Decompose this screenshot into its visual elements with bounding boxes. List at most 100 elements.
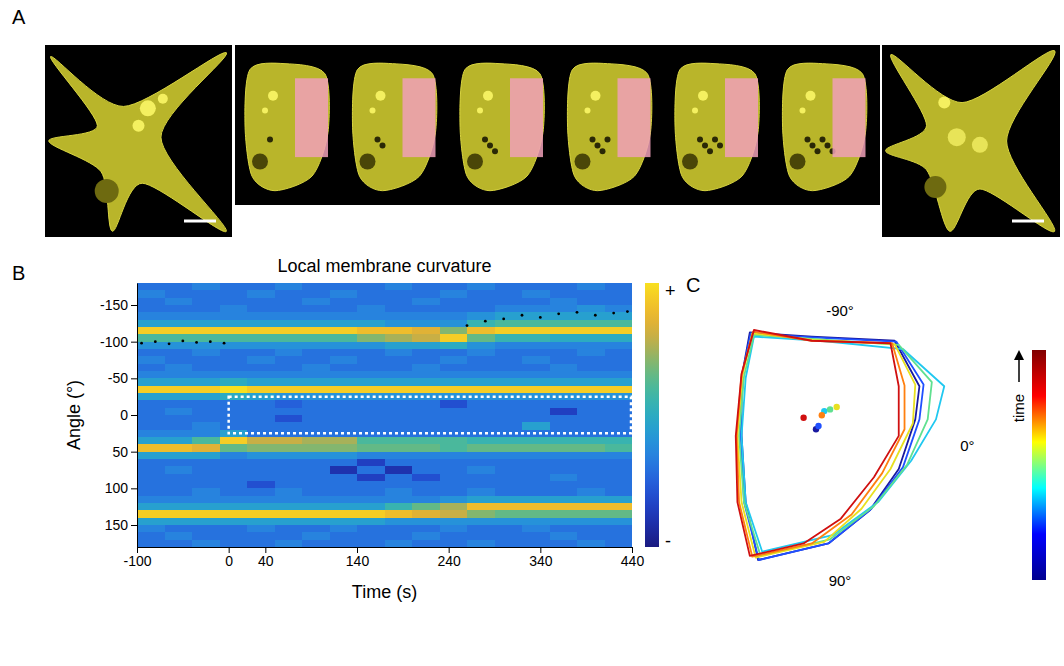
heat-cell (440, 334, 468, 342)
heat-cell (275, 290, 303, 298)
heat-cell (550, 474, 578, 482)
heat-cell (220, 298, 248, 306)
heat-cell (385, 415, 413, 423)
heat-cell (137, 481, 165, 489)
heat-cell (550, 510, 578, 518)
heat-cell (522, 466, 550, 474)
heat-cell (522, 503, 550, 511)
heat-cell (165, 474, 193, 482)
trace-dot (168, 342, 171, 345)
stimulus-region (510, 78, 543, 157)
heat-cell (192, 444, 220, 452)
heat-cell (412, 444, 440, 452)
heat-cell (137, 342, 165, 350)
heat-cell (522, 415, 550, 423)
cell-spot (467, 154, 483, 170)
heat-cell (522, 378, 550, 386)
heat-cell (192, 503, 220, 511)
heat-cell (440, 466, 468, 474)
heat-cell (550, 378, 578, 386)
heat-cell (330, 364, 358, 372)
heat-cell (330, 437, 358, 445)
cell-spot (95, 179, 119, 203)
heat-cell (440, 371, 468, 379)
heat-cell (192, 496, 220, 504)
heat-cell (550, 371, 578, 379)
heat-cell (192, 532, 220, 540)
centroid (815, 423, 821, 429)
heat-cell (440, 422, 468, 430)
heat-cell (550, 422, 578, 430)
heat-cell (137, 378, 165, 386)
heat-cell (550, 444, 578, 452)
heat-cell (412, 540, 440, 547)
x-tick: 0 (225, 547, 233, 569)
heat-cell (302, 408, 330, 416)
heat-cell (577, 466, 605, 474)
heat-cell (385, 378, 413, 386)
heat-cell (357, 283, 385, 291)
heat-cell (302, 466, 330, 474)
cell-spot (492, 148, 498, 154)
heat-cell (220, 364, 248, 372)
heat-cell (550, 437, 578, 445)
heat-cell (550, 459, 578, 467)
cell-contour (736, 330, 899, 556)
heat-cell (385, 349, 413, 357)
heat-cell (412, 334, 440, 342)
heat-cell (412, 488, 440, 496)
heat-cell (275, 540, 303, 547)
heat-cell (192, 290, 220, 298)
heat-cell (440, 378, 468, 386)
heat-cell (605, 437, 633, 445)
heat-cell (165, 364, 193, 372)
heat-cell (467, 408, 495, 416)
heat-cell (220, 532, 248, 540)
heat-cell (550, 349, 578, 357)
heat-cell (137, 540, 165, 547)
colorbar-title: time (1010, 394, 1027, 422)
image-frame (45, 45, 232, 237)
colorbar-label: - (665, 531, 671, 551)
heat-cell (440, 525, 468, 533)
heat-cell (550, 320, 578, 328)
heat-cell (165, 488, 193, 496)
heat-cell (330, 408, 358, 416)
heat-cell (385, 422, 413, 430)
heat-cell (220, 488, 248, 496)
heat-cell (522, 481, 550, 489)
heat-cell (247, 437, 275, 445)
heat-cell (467, 305, 495, 313)
stimulus-region (403, 78, 436, 157)
heat-cell (247, 312, 275, 320)
trace-dot (576, 311, 579, 314)
heat-cell (247, 290, 275, 298)
heat-cell (440, 290, 468, 298)
cell-spot (483, 91, 493, 101)
y-tick-mark (131, 415, 137, 416)
heat-cell (357, 437, 385, 445)
heat-cell (467, 356, 495, 364)
heat-cell (220, 466, 248, 474)
chart-title: Local membrane curvature (277, 256, 491, 276)
heat-cell (550, 290, 578, 298)
heat-cell (137, 488, 165, 496)
heat-cell (165, 349, 193, 357)
heat-cell (467, 532, 495, 540)
heat-cell (577, 283, 605, 291)
heat-cell (385, 437, 413, 445)
cell-spot (477, 107, 483, 113)
cell-spot (972, 137, 988, 153)
heat-cell (357, 320, 385, 328)
heat-cell (330, 452, 358, 460)
heat-cell (522, 371, 550, 379)
trace-dot (612, 312, 615, 315)
centroid (800, 414, 806, 420)
heat-cell (605, 408, 633, 416)
heat-cell (412, 408, 440, 416)
heat-cell (357, 532, 385, 540)
heat-cell (275, 444, 303, 452)
heat-cell (247, 305, 275, 313)
heat-cell (330, 378, 358, 386)
heat-cell (302, 510, 330, 518)
